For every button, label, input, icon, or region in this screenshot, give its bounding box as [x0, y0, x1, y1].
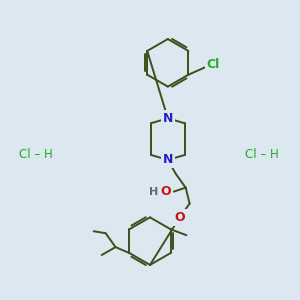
Text: Cl – H: Cl – H [19, 148, 53, 161]
Text: O: O [160, 185, 171, 198]
Text: Cl: Cl [207, 58, 220, 71]
Text: N: N [163, 112, 173, 125]
Text: O: O [174, 211, 185, 224]
Text: Cl – H: Cl – H [245, 148, 279, 161]
Text: N: N [163, 153, 173, 167]
Text: H: H [149, 187, 159, 196]
